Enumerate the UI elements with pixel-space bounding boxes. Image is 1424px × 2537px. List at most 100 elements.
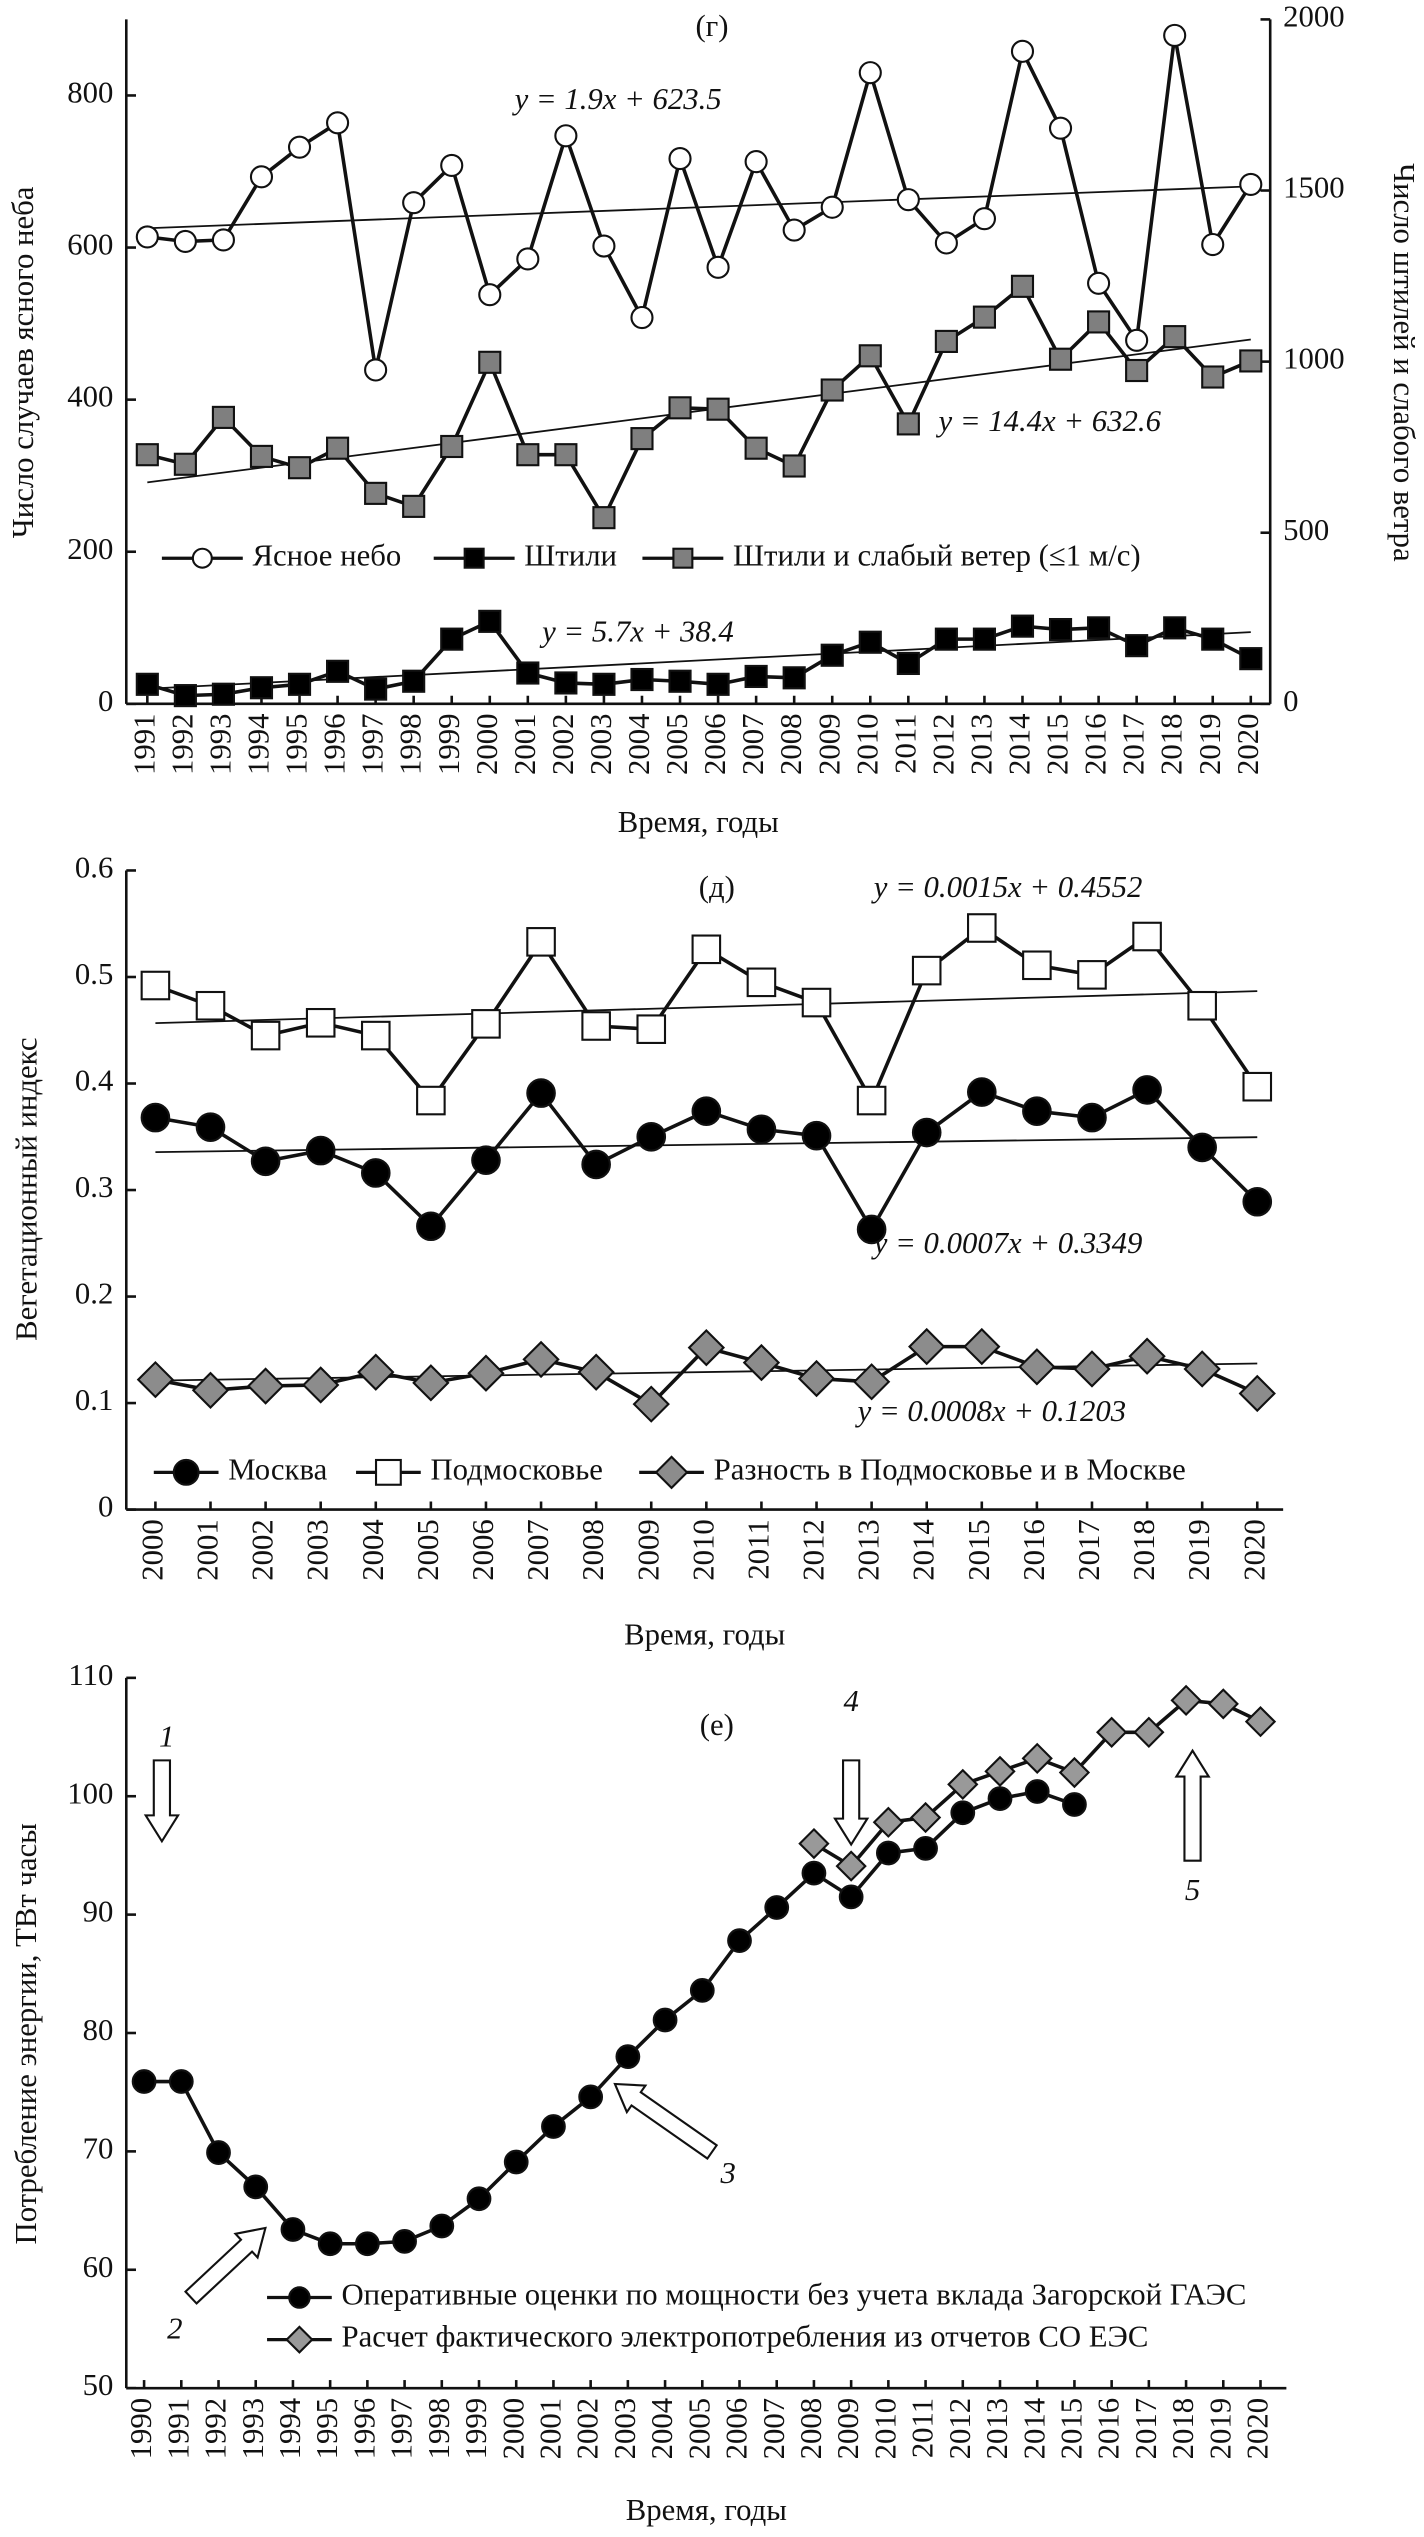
x-tick-label: 1997 (385, 2398, 419, 2459)
x-tick-label: 2003 (584, 714, 618, 775)
marker (1125, 328, 1149, 352)
y-tick-label: 50 (83, 2368, 114, 2402)
marker (305, 1007, 336, 1038)
y-tick-label: 0 (98, 684, 113, 718)
marker (1201, 365, 1225, 389)
x-tick-label: 2020 (1231, 714, 1265, 775)
marker (581, 1011, 611, 1041)
marker (554, 671, 578, 695)
y-tick-label: 800 (67, 76, 113, 110)
marker (744, 436, 768, 460)
marker (858, 344, 882, 368)
marker (1170, 1684, 1202, 1716)
legend-marker (285, 2325, 314, 2354)
x-tick-label: 2017 (1117, 714, 1151, 775)
marker (195, 1112, 226, 1142)
marker (668, 147, 692, 171)
y2-axis-label: Число штилей и слабого ветра (1387, 163, 1421, 562)
marker (287, 135, 312, 159)
marker (1010, 39, 1035, 63)
marker (578, 2084, 604, 2110)
marker (797, 1359, 836, 1398)
marker (526, 1078, 556, 1108)
marker (581, 1149, 611, 1180)
marker (908, 1327, 946, 1366)
marker (1058, 1756, 1091, 1789)
arrow (833, 1759, 870, 1847)
x-tick-label: 1993 (236, 2398, 270, 2459)
y-tick-label: 0.2 (75, 1277, 113, 1311)
marker (934, 627, 958, 651)
x-tick-label: 2013 (980, 2398, 1014, 2459)
marker (250, 1146, 281, 1177)
marker (243, 2174, 269, 2200)
marker (326, 111, 350, 135)
x-tick-label: 1994 (242, 714, 276, 775)
marker (416, 1085, 446, 1116)
marker (354, 2231, 380, 2257)
series-line (144, 1789, 1076, 2246)
marker (249, 165, 274, 189)
marker (135, 443, 159, 467)
marker (1010, 614, 1035, 638)
x-tick-label: 1992 (165, 714, 199, 775)
y-tick-label: 0.1 (75, 1383, 113, 1417)
marker (746, 1114, 777, 1145)
legend-label: Оперативные оценки по мощности без учета… (341, 2278, 1246, 2312)
marker (668, 669, 692, 693)
x-tick-label: 2010 (686, 1519, 720, 1580)
x-tick-label: 2004 (356, 1519, 390, 1580)
marker (592, 234, 616, 258)
marker (1207, 1688, 1239, 1720)
marker (471, 1009, 501, 1039)
marker (801, 987, 832, 1018)
y2-tick-label: 500 (1283, 513, 1329, 547)
x-axis-label: Время, годы (624, 1617, 785, 1651)
x-tick-label: 1996 (347, 2398, 381, 2459)
marker (744, 664, 768, 689)
marker (1244, 1706, 1277, 1738)
marker (195, 990, 226, 1021)
marker (402, 494, 426, 518)
marker (1163, 23, 1187, 47)
marker (630, 305, 654, 330)
marker (516, 661, 540, 685)
legend-marker (654, 1455, 689, 1490)
x-tick-label: 2012 (926, 714, 960, 775)
x-tick-label: 2020 (1237, 1519, 1271, 1580)
marker (280, 2217, 306, 2242)
marker (412, 1364, 450, 1402)
marker (526, 927, 556, 957)
marker (820, 378, 844, 402)
x-tick-label: 2002 (571, 2398, 605, 2459)
marker (429, 2213, 455, 2239)
marker (577, 1353, 615, 1391)
x-tick-label: 2003 (301, 1519, 335, 1580)
y-tick-label: 0.5 (75, 957, 113, 991)
marker (211, 682, 235, 706)
x-tick-label: 2006 (466, 1519, 500, 1580)
x-tick-label: 2010 (850, 714, 884, 775)
marker (782, 454, 806, 478)
marker (801, 1860, 827, 1886)
x-tick-label: 1992 (199, 2398, 233, 2459)
x-axis-label: Время, годы (618, 805, 779, 839)
marker (1133, 1716, 1165, 1748)
marker (1163, 616, 1187, 640)
marker (131, 2069, 157, 2094)
legend-label: Ясное небо (252, 538, 401, 572)
x-tick-label: 2002 (246, 1519, 280, 1580)
x-tick-label: 2015 (1041, 714, 1075, 775)
marker (972, 305, 997, 329)
y2-tick-label: 1000 (1283, 342, 1344, 376)
marker (856, 1214, 887, 1245)
marker (706, 255, 730, 279)
x-tick-label: 1999 (459, 2398, 493, 2459)
marker (471, 1145, 501, 1176)
marker (1239, 647, 1263, 671)
x-tick-label: 2019 (1203, 2398, 1237, 2459)
marker (966, 913, 997, 943)
y-tick-label: 70 (83, 2131, 114, 2165)
marker (554, 443, 578, 467)
x-tick-label: 2000 (470, 714, 504, 775)
